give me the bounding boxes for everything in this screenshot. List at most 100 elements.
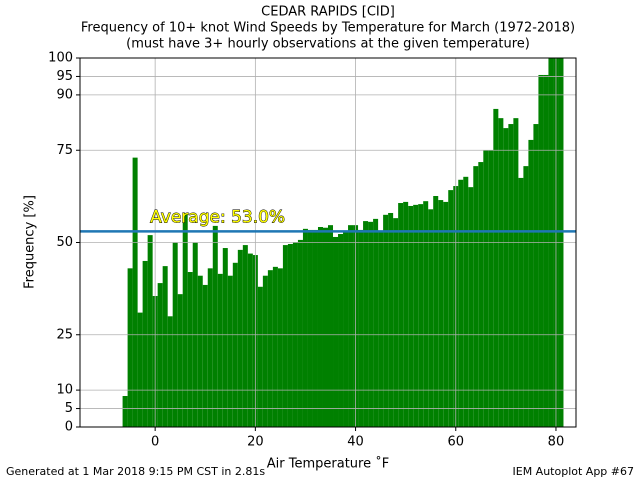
y-tick-label: 90 — [56, 87, 73, 102]
bar — [468, 187, 474, 427]
bar — [498, 118, 504, 427]
footer: Generated at 1 Mar 2018 9:15 PM CST in 2… — [6, 465, 265, 478]
bar — [262, 275, 268, 427]
bar — [127, 268, 133, 427]
bar — [373, 218, 379, 427]
bar — [307, 229, 313, 427]
bar — [202, 284, 208, 427]
bar — [538, 74, 544, 427]
y-tick-label: 0 — [65, 420, 73, 435]
bar — [338, 234, 344, 427]
bar — [508, 124, 514, 428]
bar — [358, 229, 364, 427]
bar — [122, 396, 128, 427]
x-tick-label: 0 — [151, 435, 159, 450]
bar — [438, 200, 444, 427]
bar — [267, 270, 273, 427]
bar — [473, 166, 479, 427]
y-tick-label: 25 — [56, 327, 73, 342]
bar — [247, 253, 253, 427]
x-tick-label: 40 — [347, 435, 364, 450]
bar — [493, 108, 499, 427]
footer: IEM Autoplot App #67 — [513, 465, 635, 478]
bar — [333, 236, 339, 427]
bar — [147, 235, 153, 427]
bar — [277, 268, 283, 427]
bar — [212, 225, 218, 427]
bar — [322, 227, 328, 427]
bar — [343, 232, 349, 427]
bar — [448, 190, 454, 427]
bar — [272, 266, 278, 427]
y-tick-label: 100 — [48, 51, 73, 66]
bar — [378, 231, 384, 427]
bar — [187, 272, 193, 427]
bar — [513, 118, 519, 427]
bar — [388, 212, 394, 427]
bar — [403, 201, 409, 427]
bar — [287, 243, 293, 427]
bar — [463, 176, 469, 427]
bar — [383, 214, 389, 427]
bar — [217, 273, 223, 427]
bar — [317, 227, 323, 427]
bar — [393, 218, 399, 427]
y-tick-label: 5 — [65, 401, 73, 416]
bar — [207, 268, 213, 427]
bar — [478, 162, 484, 428]
chart-title: CEDAR RAPIDS [CID] — [261, 5, 395, 20]
bar — [242, 245, 248, 427]
bar — [398, 203, 404, 427]
bar — [368, 221, 374, 427]
chart-subtitle: (must have 3+ hourly observations at the… — [126, 37, 530, 52]
y-tick-label: 75 — [56, 143, 73, 158]
bar — [157, 283, 163, 427]
bar — [433, 196, 439, 427]
bar — [197, 275, 203, 427]
bar — [302, 228, 308, 427]
bar — [328, 225, 334, 427]
bar — [162, 266, 168, 427]
bar — [363, 221, 369, 427]
bar — [132, 157, 138, 427]
x-axis-label: Air Temperature ˚F — [267, 456, 389, 472]
bar — [523, 166, 529, 427]
y-tick-label: 10 — [56, 383, 73, 398]
bar — [177, 294, 183, 427]
bar — [503, 128, 509, 428]
bar — [232, 262, 238, 427]
bar — [167, 316, 173, 427]
bar — [428, 209, 434, 427]
bar — [423, 201, 429, 427]
bar — [483, 150, 489, 427]
bar — [518, 177, 524, 427]
bar — [348, 225, 354, 427]
x-tick-label: 80 — [548, 435, 565, 450]
y-axis-label: Frequency [%] — [23, 195, 38, 289]
plot-frame — [79, 57, 577, 428]
x-tick-label: 60 — [447, 435, 464, 450]
bar — [413, 204, 419, 427]
bar — [312, 229, 318, 427]
bar — [418, 204, 424, 427]
bar — [488, 150, 494, 427]
bar — [458, 179, 464, 427]
x-tick-label: 20 — [247, 435, 264, 450]
bar — [408, 205, 414, 427]
bar — [257, 286, 263, 427]
bar — [222, 248, 228, 427]
bar — [237, 249, 243, 427]
bar — [297, 239, 303, 427]
bar — [533, 124, 539, 428]
bar — [137, 312, 143, 427]
y-tick-label: 95 — [56, 69, 73, 84]
bar — [543, 74, 549, 427]
bar — [182, 212, 188, 427]
bar — [227, 275, 233, 427]
y-tick-label: 50 — [56, 235, 73, 250]
chart-subtitle: Frequency of 10+ knot Wind Speeds by Tem… — [81, 21, 575, 36]
bar — [142, 260, 148, 427]
average-label: Average: 53.0% — [150, 207, 285, 227]
bar — [528, 139, 534, 427]
